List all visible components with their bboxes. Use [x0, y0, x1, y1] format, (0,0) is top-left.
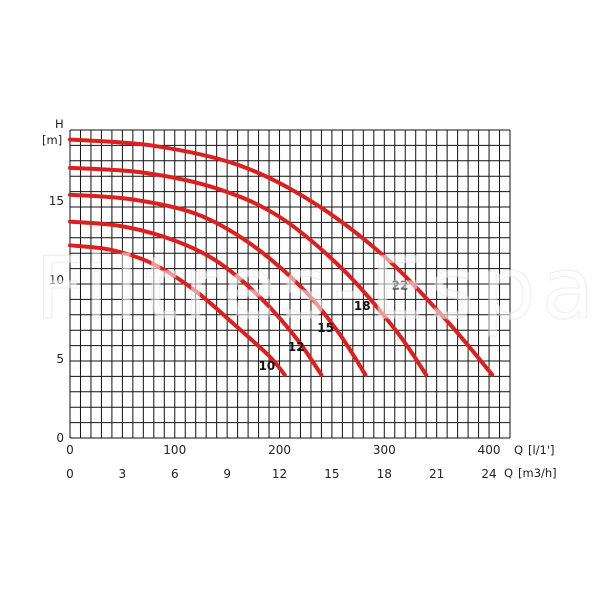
y-tick-label: 10 [49, 273, 64, 287]
x2-tick-label: 9 [223, 467, 231, 481]
x-tick-label: 100 [163, 443, 186, 457]
series-line-10 [68, 243, 287, 377]
y-tick-label: 5 [56, 352, 64, 366]
series-line-22 [68, 137, 495, 377]
x2-tick-label: 3 [119, 467, 127, 481]
x2-tick-label: 15 [324, 467, 339, 481]
watermark-text: Filtres-Espa [35, 239, 600, 339]
curve-label-22: 22 [392, 279, 409, 293]
y-tick-label: 0 [56, 431, 64, 445]
x-tick-label: 0 [66, 443, 74, 457]
x2-tick-label: 18 [377, 467, 392, 481]
y-tick-label: 15 [49, 194, 64, 208]
x2-tick-label: 0 [66, 467, 74, 481]
y-axis-unit: [m] [42, 133, 62, 147]
x2-tick-label: 21 [429, 467, 444, 481]
axes: 0 5 10 15 0 100 200 300 400 0 3 6 9 12 15 18 21 24 [49, 194, 501, 481]
x-axis-unit: [l/1'] [528, 443, 555, 457]
x2-tick-label: 12 [272, 467, 287, 481]
x2-tick-label: 24 [481, 467, 496, 481]
x2-tick-label: 6 [171, 467, 179, 481]
curve-label-12: 12 [288, 340, 305, 354]
x-tick-label: 200 [268, 443, 291, 457]
y-axis-label: H [55, 117, 64, 131]
curve-label-18: 18 [354, 299, 371, 313]
series-line-12 [68, 219, 324, 377]
x-tick-label: 300 [373, 443, 396, 457]
x-tick-label: 400 [478, 443, 501, 457]
x2-axis-unit: [m3/h] [518, 466, 557, 480]
curve-label-15: 15 [317, 321, 334, 335]
curve-label-10: 10 [259, 359, 276, 373]
curves [68, 137, 495, 377]
x-axis-label: Q [514, 443, 523, 457]
curve-labels: 10 12 15 18 22 [259, 279, 409, 374]
x2-axis-label: Q [504, 466, 513, 480]
series-line-18 [68, 165, 429, 377]
series-line-15 [68, 192, 368, 377]
